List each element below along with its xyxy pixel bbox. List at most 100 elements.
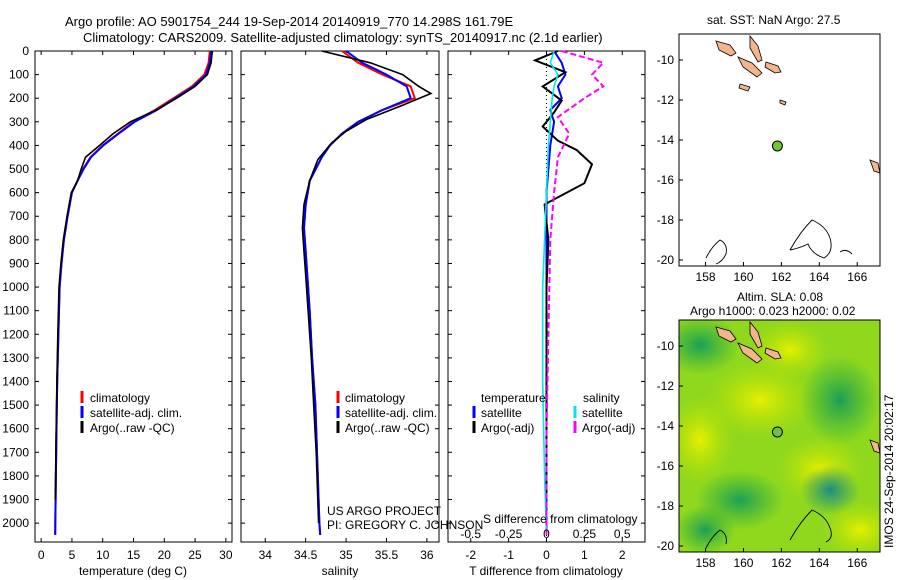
sla-heatmap (679, 320, 880, 552)
map-y-tick-label: -20 (657, 539, 675, 553)
map-x-tick-label: 162 (771, 270, 791, 284)
x-tick-label: 20 (158, 548, 172, 562)
island-shape (715, 326, 737, 343)
sst-map-land (715, 34, 881, 174)
map-y-tick-label: -16 (657, 459, 675, 473)
imos-timestamp: IMOS 24-Sep-2014 20:02:17 (882, 394, 896, 548)
depth-tick-label: 900 (9, 256, 29, 270)
sla-blob (820, 500, 880, 552)
s-diff-tick-labels: -0.5 -0.25 0 0.25 0.5 (460, 527, 631, 541)
map-y-tick-label: -18 (657, 213, 675, 227)
map-y-tick-label: -12 (657, 93, 675, 107)
x-tick-label: 10 (96, 548, 110, 562)
map-y-tick-label: -10 (657, 53, 675, 67)
island-shape (749, 320, 763, 349)
depth-tick-label: 1900 (2, 493, 29, 507)
x-tick-label: 35 (339, 548, 353, 562)
difference-series (532, 50, 606, 542)
series-line-argo-raw-qc- (54, 50, 214, 500)
coastline (705, 239, 727, 265)
depth-tick-label: 1800 (2, 469, 29, 483)
temperature-xlabel: temperature (deg C) (79, 564, 187, 578)
map-y-tick-label: -16 (657, 173, 675, 187)
x-tick-label: 36 (420, 548, 434, 562)
map-y-tick-label: -10 (657, 339, 675, 353)
map-x-tick-label: 160 (733, 270, 753, 284)
depth-tick-label: 0 (22, 44, 29, 58)
depth-tick-label: 600 (9, 186, 29, 200)
island-shape (749, 34, 763, 63)
x-tick-label: -2 (465, 548, 476, 562)
temperature-series (54, 50, 214, 535)
legend-label-climatology: climatology (345, 391, 405, 405)
x-tick-label: 35.5 (375, 548, 399, 562)
sla-blob (800, 355, 880, 445)
coastline (789, 509, 832, 543)
map-x-tick-label: 162 (771, 556, 791, 570)
map-x-tick-label: 166 (847, 556, 867, 570)
x-tick-label: 15 (127, 548, 141, 562)
legend-label-s-argo: Argo(-adj) (582, 421, 635, 435)
difference-x-axis: -2 -1 0 1 2 (465, 51, 626, 562)
x-tick-label: 5 (69, 548, 76, 562)
salinity-x-axis: 34 34.5 35 35.5 36 (259, 51, 434, 562)
depth-tick-label: 1700 (2, 445, 29, 459)
sst-map-title: sat. SST: NaN Argo: 27.5 (707, 13, 841, 27)
x-tick-label: 2 (619, 548, 626, 562)
salinity-series (301, 50, 433, 535)
depth-tick-label: 100 (9, 68, 29, 82)
depth-tick-label: 1000 (2, 280, 29, 294)
sst-map-float-marker (771, 140, 783, 152)
s-diff-tick-label: 0.25 (573, 527, 597, 541)
legend-label-t-satellite: satellite (481, 406, 522, 420)
island-shape (764, 347, 782, 360)
sla-map-coast (705, 509, 832, 549)
s-diff-tick-label: -0.5 (460, 527, 481, 541)
series-line-satellite (541, 50, 559, 535)
sla-map-subtitle: Argo h1000: 0.023 h2000: 0.02 (690, 304, 856, 318)
x-tick-label: 1 (581, 548, 588, 562)
legend-label-climatology: climatology (90, 391, 150, 405)
sla-blob (679, 505, 735, 552)
map-x-tick-label: 158 (696, 556, 716, 570)
island-shape (737, 342, 763, 364)
x-tick-label: 30 (219, 548, 233, 562)
island-shape (764, 61, 782, 74)
x-tick-label: 0 (38, 548, 45, 562)
legend-label-t-argo: Argo(-adj) (481, 421, 534, 435)
map-x-tick-label: 164 (809, 270, 829, 284)
sla-blob (705, 360, 815, 440)
series-line-satellite-adj-clim- (54, 50, 213, 535)
series-line-argo-raw-qc- (301, 50, 433, 524)
s-diff-tick-label: 0.5 (614, 527, 631, 541)
salinity-panel (240, 50, 440, 543)
s-diff-tick-label: 0 (543, 527, 550, 541)
legend-group-salinity: salinity (583, 391, 620, 405)
sla-map-float-marker (771, 426, 783, 438)
depth-tick-label: 300 (9, 115, 29, 129)
depth-tick-label: 200 (9, 91, 29, 105)
x-tick-label: 34 (259, 548, 273, 562)
map-y-tick-label: -20 (657, 253, 675, 267)
sla-map-title: Altim. SLA: 0.08 (737, 290, 823, 304)
legend-group-temperature: temperature (481, 391, 546, 405)
series-line-argo-adj- (532, 50, 594, 500)
series-line-satellite-adj-clim- (302, 50, 412, 535)
difference-legend: temperature salinity satellite Argo(-adj… (472, 391, 635, 435)
sla-blob (679, 395, 735, 485)
x-tick-label: -1 (503, 548, 514, 562)
coastline (789, 219, 832, 259)
salinity-xlabel: salinity (322, 564, 359, 578)
map-y-tick-label: -18 (657, 499, 675, 513)
header-subtitle: Climatology: CARS2009. Satellite-adjuste… (83, 30, 603, 45)
island-shape (779, 99, 787, 106)
credit-line-1: US ARGO PROJECT (327, 504, 442, 518)
map-x-tick-label: 160 (733, 556, 753, 570)
island-shape (737, 56, 763, 78)
temperature-x-axis: 0 5 10 15 20 25 30 (38, 51, 233, 562)
sst-map-axes: 158 160 162 164 166 -10 -12 -14 -16 -18 -20 (657, 53, 868, 284)
island-shape (715, 40, 737, 57)
t-diff-xlabel: T difference from climatology (469, 564, 623, 578)
legend-label-s-satellite: satellite (582, 406, 623, 420)
